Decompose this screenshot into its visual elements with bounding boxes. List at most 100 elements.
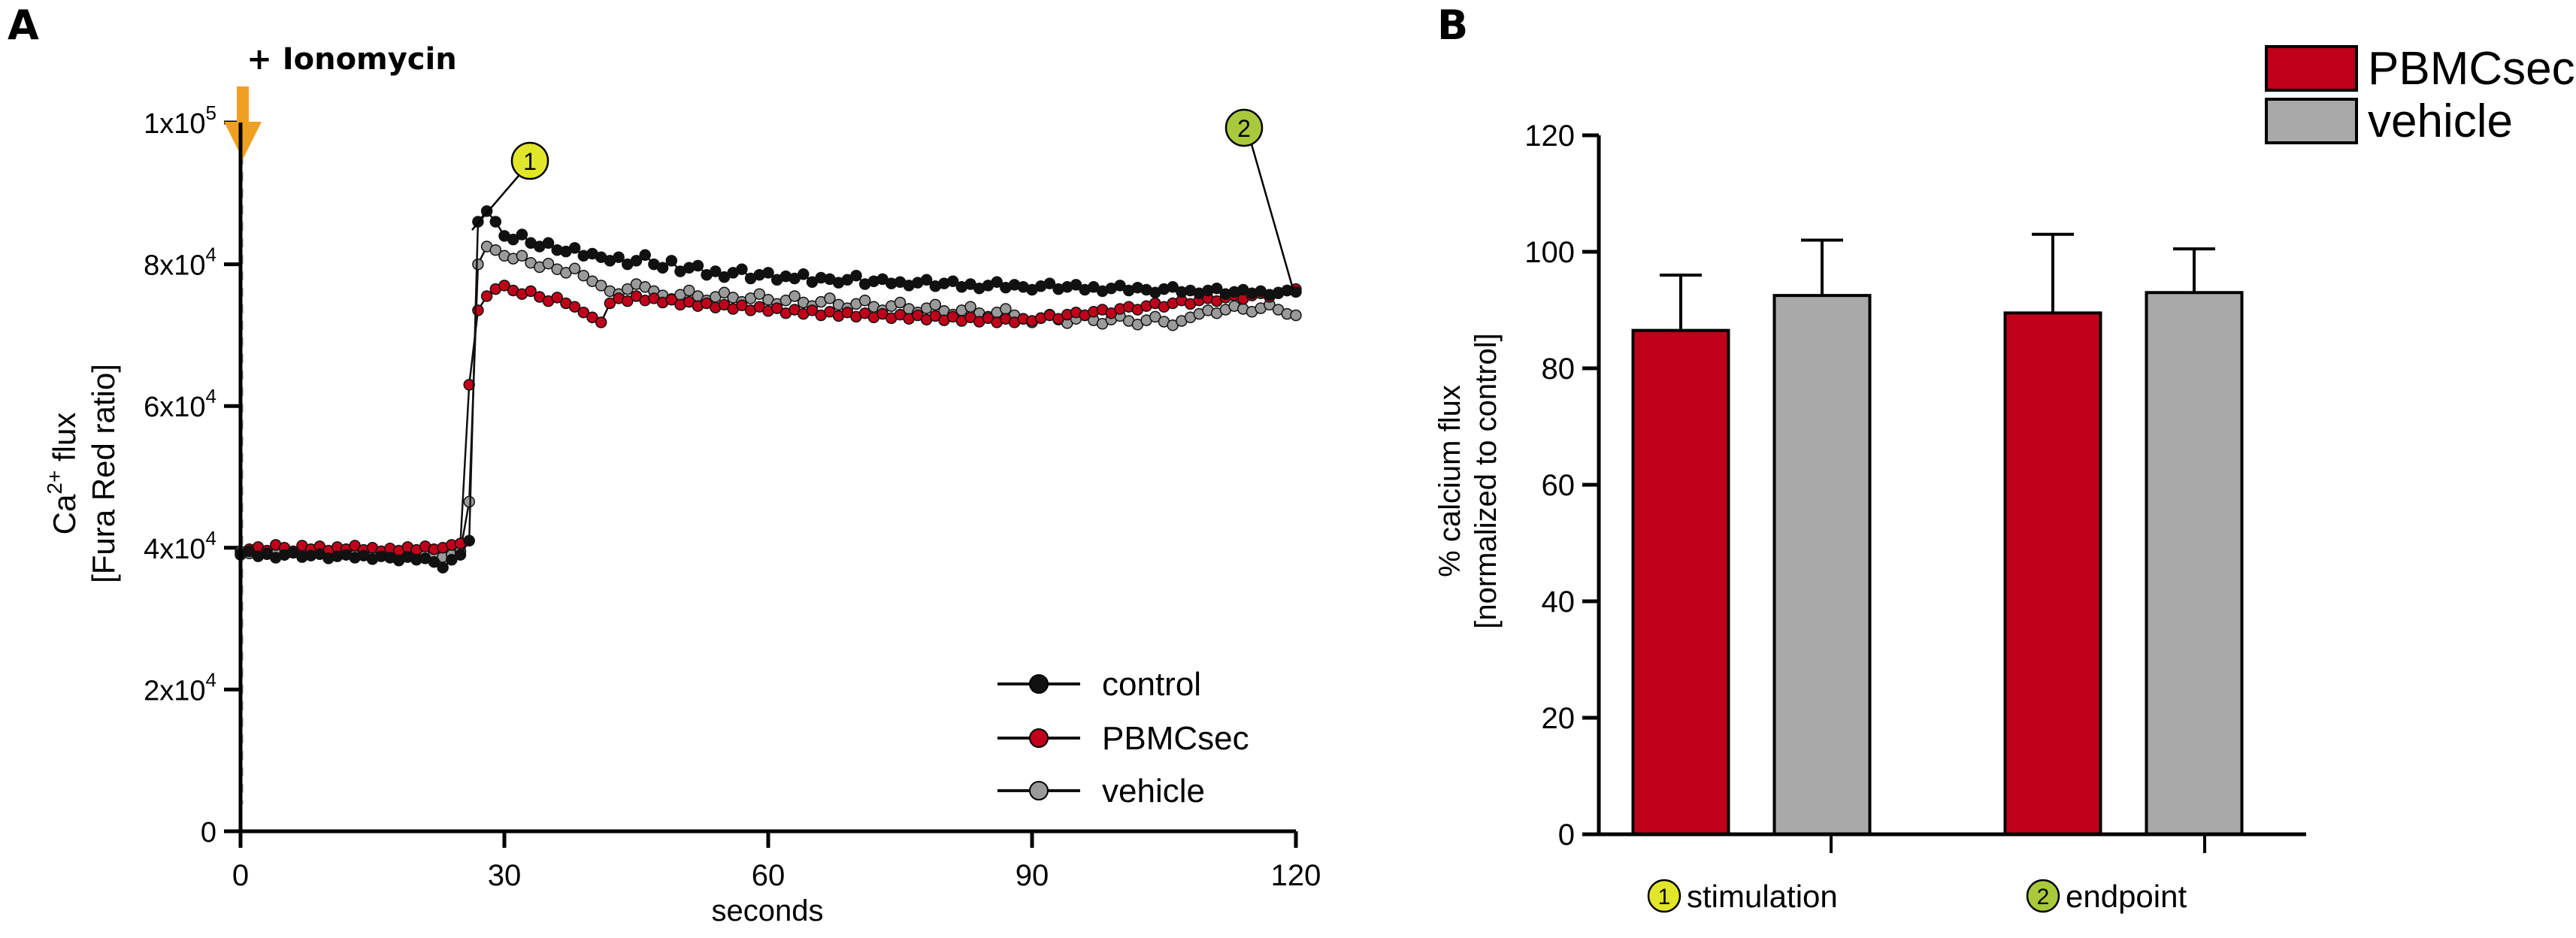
b-y-tick-label-4: 80 [1542,353,1576,386]
point-control-100 [1114,280,1126,292]
legend-item-control: control [997,666,1201,703]
point-control-43 [613,251,625,263]
y-tick-mantissa: 2x10 [144,675,205,707]
y-label-line2: [Fura Red ratio] [86,364,121,583]
b-y-tick-label-1: 20 [1542,702,1576,735]
point-vehicle-26 [463,495,475,508]
point-pbmcsec-28 [480,290,493,302]
point-pbmcsec-27 [472,304,484,316]
y-tick-exponent: 4 [206,527,216,549]
panel-b-y-label-line2: [normalized to control] [1470,333,1503,629]
x-axis-label: seconds [712,894,824,927]
y-tick-label-2: 4x104 [144,527,216,565]
y-tick-mantissa: 4x10 [144,534,205,565]
panel-a-legend: control PBMCsec vehicle [997,666,1249,809]
point-pbmcsec-39 [577,306,590,319]
y-tick-exponent: 4 [206,668,216,691]
point-vehicle-79 [929,298,942,311]
panel-b-y-label-line1: % calcium flux [1433,385,1467,577]
bar-pbmcsec-stimulation [1631,328,1730,836]
panel-b-letter: B [1437,2,1468,49]
legend-label-vehicle: vehicle [1102,773,1205,809]
point-vehicle-51 [683,284,695,297]
panel-a-y-axis-label: Ca2+ flux [Fura Red ratio] [43,364,121,583]
point-vehicle-27 [472,258,484,271]
y-tick-label-5: 1x105 [144,101,216,140]
y-tick-exponent: 4 [206,385,216,407]
point-control-81 [946,275,959,287]
x-tick-label-4: 120 [1271,859,1321,892]
point-vehicle-55 [718,286,731,299]
y-tick-mantissa: 1x10 [144,108,205,140]
y-tick-mantissa: 8x10 [144,250,205,282]
y-tick-label-3: 6x104 [144,385,216,423]
point-control-86 [991,276,1003,288]
point-control-23 [437,561,449,573]
legend-b-swatch-pbmcsec [2265,45,2358,92]
y-label-superscript: 2+ [43,471,66,495]
panel-a-x-ticks: 0 30 60 90 120 [232,831,1321,892]
point-control-24 [446,554,458,566]
y-tick-mantissa: 0 [201,817,216,849]
marker-2-label: 2 [1237,115,1251,142]
legend-b-item-pbmcsec: PBMCsec [2265,43,2575,95]
x-tick-label-0: 0 [232,859,249,892]
panel-a-series [235,205,1302,573]
point-pbmcsec-38 [568,301,581,313]
legend-b-item-vehicle: vehicle [2265,95,2513,147]
y-label-flux: flux [47,413,82,471]
point-vehicle-44 [622,283,634,295]
b-y-tick-label-3: 60 [1542,469,1576,502]
marker-1-circle [510,141,549,180]
x-tick-label-3: 90 [1016,859,1049,892]
point-pbmcsec-26 [463,379,475,391]
y-tick-mantissa: 6x10 [144,392,205,423]
b-y-tick-label-5: 100 [1524,236,1575,269]
category-endpoint: 2 endpoint [2026,879,2187,914]
point-vehicle-41 [595,280,607,292]
panel-a: A Ca2+ flux [Fura Red ratio] 02x1044x104… [8,2,1321,927]
ionomycin-label: + Ionomycin [247,42,456,77]
point-control-60 [762,267,774,279]
point-vehicle-38 [568,262,581,275]
point-control-120 [1290,286,1302,298]
bar-pbmcsec-endpoint [2003,311,2102,836]
point-vehicle-71 [858,294,871,307]
point-control-48 [656,262,669,274]
category-marker-2-label: 2 [2037,885,2050,909]
x-tick-label-2: 60 [752,859,786,892]
point-pbmcsec-57 [736,299,748,312]
point-pbmcsec-40 [586,311,598,324]
legend-label-control: control [1102,666,1201,703]
panel-b-legend: PBMCsec vehicle [2265,43,2575,147]
y-tick-label-0: 0 [201,817,216,849]
point-pbmcsec-65 [806,304,819,316]
point-vehicle-120 [1290,309,1302,322]
category-label-endpoint: endpoint [2066,879,2187,914]
b-y-tick-label-6: 120 [1524,120,1575,153]
marker-1: 1 [471,141,549,231]
panel-a-letter: A [8,2,39,49]
category-stimulation: 1 stimulation [1647,879,1838,914]
point-pbmcsec-36 [551,292,563,304]
point-control-26 [463,534,475,547]
legend-item-pbmcsec: PBMCsec [997,720,1249,757]
point-control-31 [507,233,519,246]
point-control-29 [489,216,502,228]
point-vehicle-39 [577,269,590,282]
point-pbmcsec-33 [525,285,537,298]
legend-b-label-pbmcsec: PBMCsec [2368,43,2575,95]
point-vehicle-67 [824,292,836,304]
point-pbmcsec-41 [595,316,607,328]
point-pbmcsec-61 [770,302,783,314]
b-y-tick-label-2: 40 [1542,585,1576,619]
point-vehicle-32 [516,250,528,262]
point-control-38 [568,242,581,254]
marker-1-label: 1 [523,148,537,175]
point-vehicle-29 [489,244,502,256]
legend-label-pbmcsec: PBMCsec [1102,720,1249,757]
point-control-46 [639,249,651,262]
legend-dot-vehicle [1029,781,1049,800]
legend-b-swatch-vehicle [2265,98,2358,144]
